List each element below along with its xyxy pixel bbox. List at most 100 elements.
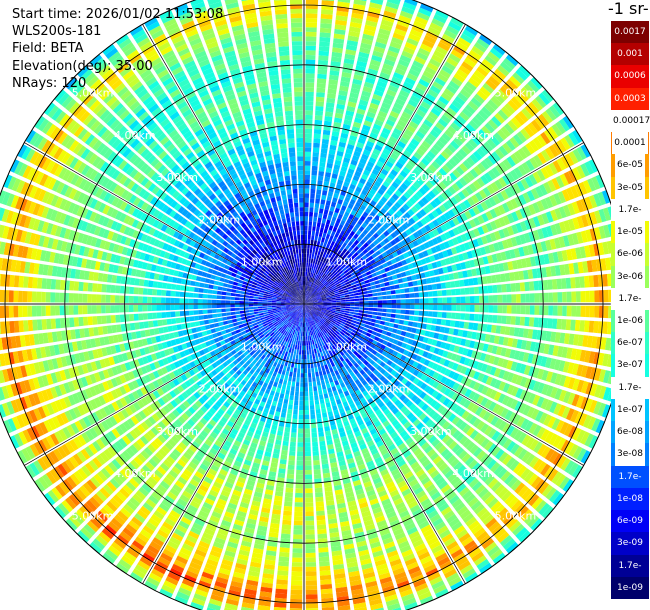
- range-gate-cell: [439, 37, 453, 48]
- range-gate-cell: [573, 334, 580, 346]
- range-gate-cell: [328, 289, 334, 293]
- range-gate-cell: [242, 597, 256, 605]
- range-gate-cell: [330, 241, 335, 247]
- range-gate-cell: [382, 244, 389, 251]
- range-gate-cell: [336, 347, 342, 353]
- range-gate-cell: [408, 234, 416, 242]
- range-gate-cell: [174, 595, 189, 605]
- range-gate-cell: [415, 388, 423, 397]
- range-gate-cell: [230, 493, 241, 501]
- range-gate-cell: [536, 396, 545, 408]
- range-gate-cell: [327, 239, 332, 245]
- range-gate-cell: [380, 432, 389, 440]
- range-gate-cell: [413, 20, 427, 30]
- range-gate-cell: [493, 230, 501, 241]
- range-gate-cell: [340, 323, 345, 327]
- range-gate-cell: [591, 336, 598, 349]
- range-gate-cell: [336, 321, 341, 325]
- range-gate-cell: [462, 348, 469, 356]
- range-gate-cell: [315, 259, 318, 265]
- range-gate-cell: [348, 504, 358, 512]
- range-gate-cell: [304, 239, 307, 245]
- range-gate-cell: [307, 286, 309, 291]
- range-gate-cell: [435, 325, 441, 332]
- range-gate-cell: [292, 372, 297, 378]
- range-gate-cell: [331, 307, 337, 309]
- range-gate-cell: [210, 464, 220, 472]
- range-gate-cell: [406, 424, 415, 433]
- range-gate-cell: [311, 315, 314, 320]
- range-gate-cell: [284, 427, 291, 433]
- range-gate-cell: [284, 492, 293, 498]
- range-gate-cell: [343, 334, 349, 339]
- range-gate-cell: [313, 240, 317, 246]
- range-gate-cell: [518, 246, 525, 257]
- range-gate-cell: [313, 264, 317, 269]
- range-gate-cell: [299, 308, 302, 313]
- range-gate-cell: [330, 335, 335, 340]
- range-gate-cell: [431, 160, 441, 170]
- range-gate-cell: [360, 506, 370, 514]
- range-gate-cell: [283, 341, 287, 346]
- range-gate-cell: [294, 325, 297, 331]
- range-gate-cell: [307, 299, 312, 302]
- range-gate-cell: [418, 349, 425, 356]
- range-gate-cell: [386, 304, 392, 309]
- range-gate-cell: [597, 191, 607, 206]
- range-gate-cell: [485, 387, 494, 398]
- range-gate-cell: [386, 374, 394, 381]
- range-gate-cell: [308, 312, 311, 317]
- range-gate-cell: [500, 273, 506, 283]
- range-gate-cell: [304, 405, 309, 411]
- range-gate-cell: [545, 239, 552, 251]
- range-gate-cell: [316, 524, 327, 530]
- range-gate-cell: [305, 295, 307, 300]
- range-gate-cell: [307, 306, 312, 310]
- range-gate-cell: [538, 254, 546, 265]
- range-gate-cell: [308, 304, 314, 306]
- range-gate-cell: [593, 193, 602, 207]
- range-gate-cell: [262, 372, 268, 378]
- range-gate-cell: [285, 487, 294, 493]
- range-gate-cell: [332, 405, 338, 411]
- range-gate-cell: [561, 346, 568, 358]
- range-gate-cell: [448, 53, 461, 64]
- range-gate-cell: [301, 313, 303, 318]
- range-gate-cell: [574, 183, 584, 197]
- range-gate-cell: [311, 339, 315, 345]
- range-gate-cell: [315, 338, 319, 344]
- range-gate-cell: [326, 298, 332, 301]
- range-gate-cell: [270, 518, 280, 525]
- range-gate-cell: [319, 314, 324, 318]
- range-gate-cell: [386, 550, 399, 558]
- range-gate-cell: [331, 276, 337, 281]
- range-gate-cell: [501, 202, 510, 213]
- range-gate-cell: [517, 164, 527, 176]
- range-gate-cell: [440, 224, 448, 232]
- range-gate-cell: [391, 309, 397, 314]
- range-gate-cell: [385, 424, 393, 432]
- range-gate-cell: [305, 87, 314, 92]
- range-gate-cell: [288, 348, 292, 353]
- range-gate-cell: [381, 0, 384, 1]
- range-gate-cell: [304, 300, 307, 304]
- range-gate-cell: [377, 308, 383, 312]
- range-gate-cell: [321, 285, 326, 290]
- range-gate-cell: [309, 400, 314, 406]
- range-gate-cell: [362, 353, 369, 360]
- range-gate-cell: [285, 326, 289, 331]
- range-gate-cell: [305, 534, 315, 540]
- range-gate-cell: [225, 545, 237, 554]
- range-gate-cell: [271, 400, 278, 407]
- range-gate-cell: [306, 307, 310, 312]
- range-gate-cell: [510, 499, 523, 512]
- range-gate-cell: [477, 372, 485, 382]
- range-gate-cell: [357, 463, 366, 471]
- range-gate-cell: [430, 200, 438, 209]
- range-gate-cell: [332, 365, 338, 372]
- range-gate-cell: [305, 110, 313, 116]
- range-gate-cell: [359, 468, 368, 475]
- range-gate-cell: [502, 422, 511, 434]
- range-gate-cell: [337, 600, 350, 607]
- range-gate-cell: [376, 140, 385, 148]
